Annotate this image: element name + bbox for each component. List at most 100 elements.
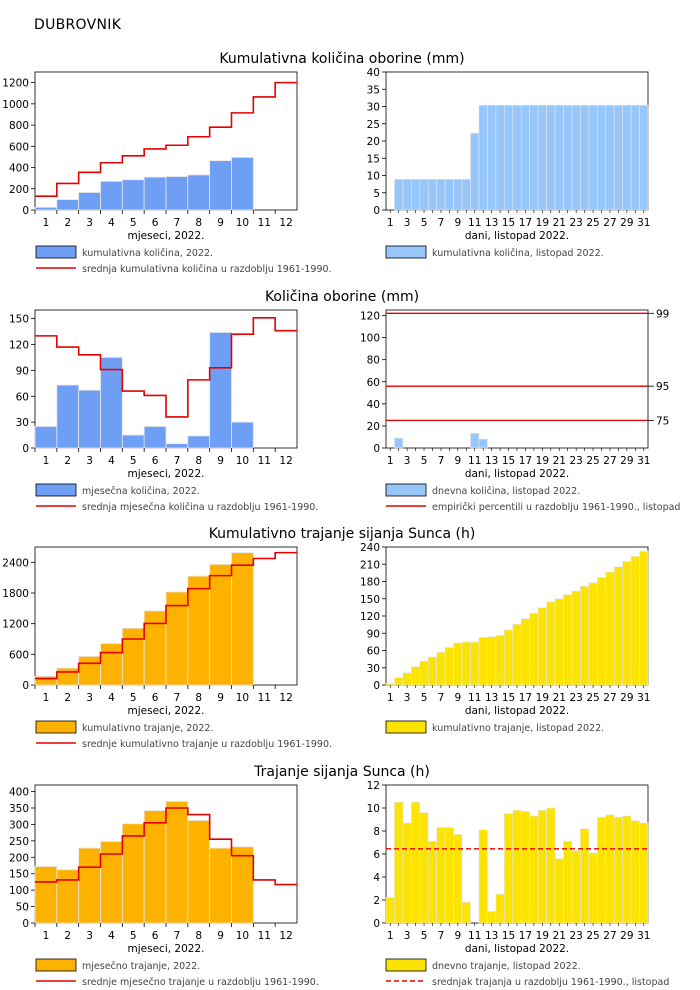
s2-left-xtick-label: 1 [43,455,50,467]
s4-right-bar [622,815,632,924]
s2-left-legend-swatch [35,483,77,497]
s1-left-xtick-label: 4 [108,217,115,229]
s2-left-xtick-label: 12 [279,455,292,467]
s4-right-bar [512,809,522,924]
s1-left-bar [231,157,254,211]
s4-right-xtick-label: 17 [519,930,532,942]
s3-right-ytick-label: 30 [367,663,380,675]
s2-right-ytick-label: 60 [367,377,380,389]
s4-right-ytick-label: 0 [373,918,380,930]
s2-right-xtick-label: 7 [438,455,445,467]
s3-right-xtick-label: 11 [468,692,481,704]
s4-left-ytick-label: 200 [9,852,29,864]
s4-right-xtick-label: 5 [421,930,428,942]
s1-right-xtick-label: 29 [620,217,633,229]
s4-right-bar [402,822,412,924]
s2-left-bar [231,421,254,449]
s2-right-xtick-label: 21 [553,455,566,467]
s1-right-bar [402,178,412,211]
s4-right-bar [630,820,640,924]
s4-right-bar [444,827,454,924]
s1-right-bar [512,104,522,211]
s3-left-xtick-label: 2 [64,692,71,704]
s3-right-xtick-label: 21 [553,692,566,704]
s2-right-ytick-label: 0 [373,443,380,455]
s4-right-ytick-label: 4 [373,872,380,884]
s3-left-ytick-label: 600 [9,649,29,661]
s3-right-bar [588,582,598,686]
s2-left-bar [165,443,189,449]
s2-left-xtick-label: 10 [236,455,249,467]
s4-right-bar [385,897,395,924]
s4-right-xtick-label: 1 [387,930,394,942]
s3-right-bar [495,635,505,686]
s3-right-ytick-label: 60 [367,646,380,658]
s1-right-ytick-label: 15 [367,153,380,165]
s1-right-bar [411,178,421,211]
s2-left-ytick-label: 150 [9,314,29,326]
s3-right-bar [478,637,488,686]
s4-right-ytick-label: 8 [373,826,380,838]
s4-right-bar [461,901,471,924]
s1-left-legend-label: kumulativna količina, 2022. [82,248,213,259]
s3-left-xtick-label: 8 [195,692,202,704]
s1-right-bar [537,104,547,211]
s1-right-bar [596,104,607,211]
s2-right-bar [478,438,488,449]
s4-left-xtick-label: 7 [174,930,181,942]
s1-left-bar [56,199,80,211]
s4-left-ytick-label: 350 [9,803,29,815]
s1-right-bar [554,104,564,211]
s2-left-xtick-label: 7 [174,455,181,467]
s2-right-xtick-label: 11 [468,455,481,467]
s3-right-xtick-label: 27 [603,692,616,704]
s3-right-xtick-label: 25 [586,692,599,704]
s1-left-bar [209,160,232,211]
s1-right-bar [461,178,471,211]
s4-left-bar [56,869,80,924]
s4-left-mean-line [35,807,297,886]
s4-right-bar [605,814,615,924]
s1-right-bar [571,104,581,211]
s4-right-xtick-label: 29 [620,930,633,942]
s1-left-bar [100,180,123,211]
s3-right-ytick-label: 150 [360,594,380,606]
s1-left-xtick-label: 5 [130,217,137,229]
s4-right-xtick-label: 27 [603,930,616,942]
s4-left-legend-swatch [35,958,77,972]
s3-right-xtick-label: 19 [536,692,549,704]
s1-left-ytick-label: 200 [9,184,29,196]
s4-right-bar [596,816,607,924]
s1-right-ytick-label: 35 [367,84,380,96]
s4-right-bar [411,801,421,924]
s3-left-xlabel: mjeseci, 2022. [128,705,205,717]
s3-right-bar [504,629,514,686]
s4-left-bar [34,866,58,924]
s3-right-xtick-label: 17 [519,692,532,704]
s2-right-bar [470,432,480,449]
s1-right-bar [427,178,438,211]
s1-left-xtick-label: 2 [64,217,71,229]
s3-right-bar [622,561,632,686]
s3-right-ytick-label: 120 [360,611,380,623]
s3-right-bar [411,666,421,686]
s1-right-xtick-label: 25 [586,217,599,229]
s1-left-xtick-label: 10 [236,217,249,229]
s2-right-percentile-label: 75 [656,415,669,427]
s1-section-title: Kumulativna količina oborine (mm) [219,51,464,67]
s2-right-legend-label: dnevna količina, listopad 2022. [432,486,580,497]
s3-left-legend-swatch [35,720,77,734]
s3-right-bar [605,571,615,686]
s1-right-xtick-label: 5 [421,217,428,229]
s3-left-legend-label: kumulativno trajanje, 2022. [82,723,213,734]
s1-left-bar [143,176,167,211]
s4-right-bar [504,813,514,924]
s1-right-xtick-label: 15 [502,217,515,229]
s2-left-ytick-label: 30 [16,417,29,429]
s1-right-bar [613,104,623,211]
s3-left-ytick-label: 1800 [2,588,29,600]
s1-right-xlabel: dani, listopad 2022. [465,230,569,242]
s1-left-bar [187,174,211,211]
s3-left-bar [100,643,123,686]
s2-right-plot-frame [385,309,649,449]
